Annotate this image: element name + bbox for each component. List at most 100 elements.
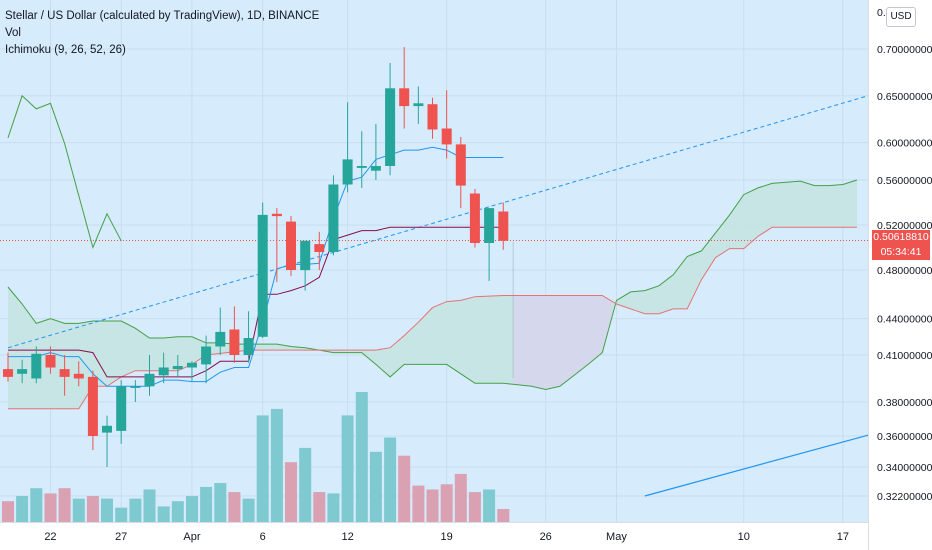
candle-body[interactable] [399,88,410,107]
candle-body[interactable] [314,244,325,252]
candle-body[interactable] [73,373,84,379]
volume-bar[interactable] [242,498,255,522]
candle-body[interactable] [116,386,127,431]
time-tick-label: 19 [441,531,453,543]
candle-body[interactable] [455,144,466,186]
volume-bar[interactable] [30,488,43,522]
candle-body[interactable] [286,221,296,270]
candle-body[interactable] [45,355,56,368]
price-tick-label: 0.52000000 [877,220,932,232]
volume-bar[interactable] [58,488,71,522]
solid-trendline[interactable] [644,433,872,497]
volume-bar[interactable] [101,498,113,522]
time-tick-label: 10 [738,531,750,543]
volume-bar[interactable] [440,484,453,522]
volume-bar[interactable] [468,492,481,522]
price-axis-panel[interactable] [868,0,932,550]
candle-body[interactable] [31,353,42,379]
ichimoku-indicator-label[interactable]: Ichimoku (9, 26, 52, 26) [5,44,126,56]
volume-bar[interactable] [72,498,85,522]
volume-bar[interactable] [16,496,29,522]
volume-bar[interactable] [270,408,283,522]
volume-bar[interactable] [313,492,326,522]
candle-body[interactable] [413,103,424,107]
candle-body[interactable] [229,329,240,356]
volume-bar[interactable] [412,485,425,522]
last-price-tag: 0.50618810 05:34:41 [872,230,930,260]
volume-bar[interactable] [398,455,411,522]
volume-bar[interactable] [2,501,14,522]
candle-body[interactable] [356,166,367,168]
candle-body[interactable] [87,376,98,436]
candle-body[interactable] [498,211,509,241]
candle-body[interactable] [243,338,254,355]
time-tick-label: 12 [341,531,353,543]
price-tick-label: 0.65000000 [877,91,932,103]
volume-bar[interactable] [497,509,510,522]
currency-button[interactable]: USD [886,7,916,27]
volume-bar[interactable] [44,493,57,522]
volume-bar[interactable] [454,473,467,522]
volume-bar[interactable] [186,496,198,522]
volume-bar[interactable] [214,483,227,522]
plot-background [0,0,868,522]
volume-bar[interactable] [115,507,128,522]
volume-bar[interactable] [341,415,354,522]
candle-body[interactable] [469,193,480,244]
volume-bar[interactable] [483,489,496,523]
last-price-value: 0.50618810 [873,231,929,243]
volume-bar[interactable] [256,415,269,522]
time-tick-label: May [606,531,627,543]
candle-body[interactable] [201,346,212,365]
price-tick-label: 0.70000000 [877,44,932,56]
time-tick-label: 17 [837,531,849,543]
volume-bar[interactable] [200,486,213,522]
symbol-title[interactable]: Stellar / US Dollar (calculated by Tradi… [5,10,320,22]
volume-bar[interactable] [228,492,241,522]
volume-bar[interactable] [426,489,439,523]
volume-bar[interactable] [299,447,312,522]
volume-indicator-label[interactable]: Vol [5,27,21,39]
candle-body[interactable] [215,331,226,347]
leading-span-a[interactable] [7,179,858,391]
candle-body[interactable] [102,425,112,433]
candle-body[interactable] [144,373,155,387]
candle-body[interactable] [3,369,13,377]
time-tick-label: 26 [540,531,552,543]
candle-body[interactable] [271,213,282,217]
volume-bar[interactable] [157,506,170,522]
volume-bar[interactable] [143,489,156,523]
volume-bar[interactable] [384,437,397,523]
volume-bar[interactable] [129,498,142,522]
candle-body[interactable] [484,208,495,243]
volume-bar[interactable] [171,501,184,522]
ichimoku-cloud [8,180,857,409]
candle-body[interactable] [342,159,353,185]
candle-body[interactable] [257,214,268,337]
volume-bar[interactable] [369,451,382,522]
candle-body[interactable] [300,240,311,271]
candle-body[interactable] [385,88,396,166]
volume-bar[interactable] [327,493,340,522]
time-tick-label: 22 [44,531,56,543]
candle-body[interactable] [17,369,28,374]
candle-body[interactable] [427,104,438,130]
volume-bar[interactable] [86,496,99,522]
plot-area[interactable] [0,0,868,522]
candle-body[interactable] [187,362,197,368]
candle-body[interactable] [328,184,339,253]
candle-body[interactable] [158,367,169,376]
candle-body[interactable] [130,386,141,388]
dashed-trendline[interactable] [7,94,872,349]
candle-body[interactable] [370,166,381,171]
volume-bar[interactable] [355,392,368,522]
lagging-span[interactable] [7,94,122,250]
candle-body[interactable] [441,128,452,145]
volume-bar[interactable] [285,462,297,522]
time-axis-panel[interactable] [0,522,868,550]
candle-body[interactable] [172,366,183,370]
candle-body[interactable] [59,369,70,377]
